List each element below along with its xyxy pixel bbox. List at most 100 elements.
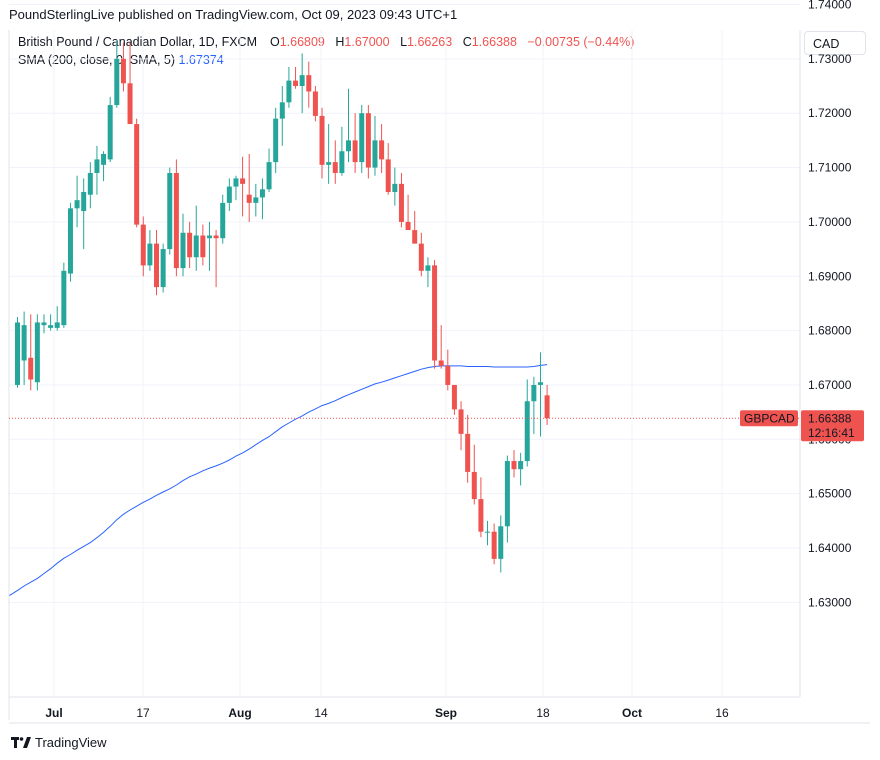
y-tick-label: 1.67000 [808,378,852,392]
candle-body [120,58,126,84]
candle-body [134,124,140,225]
candle-body [160,249,166,288]
low-value: 1.66263 [407,35,453,49]
candle-body [326,162,332,165]
candle-body [485,531,491,533]
candles [15,39,550,573]
candle-body [34,322,40,383]
candle-body [147,243,153,266]
candle-body [537,382,543,385]
high-value: 1.67000 [344,35,390,49]
candle-body [471,471,477,500]
candle-body [220,202,226,239]
candle-body [531,384,537,402]
candle-body [28,357,34,380]
candle-body [226,186,232,203]
x-tick-label: 14 [314,706,328,720]
y-tick-label: 1.70000 [808,215,852,229]
candle-body [140,224,146,266]
candle-body [187,232,193,258]
candle-body [286,80,292,103]
close-value: 1.66388 [471,35,517,49]
grid [9,4,800,697]
candle-body [107,105,113,160]
candle-body [94,159,100,173]
change-value: −0.00735 (−0.44%) [527,35,635,49]
price-tag: GBPCAD 1.66388 12:16:41 [740,410,864,442]
candle-body [445,365,451,385]
candle-body [193,235,199,258]
sma-label: SMA (200, close, 0, SMA, 5) [18,53,176,67]
open-label: O [269,35,280,49]
candle-body [312,91,318,116]
candle-body [478,499,484,532]
candle-body [379,140,385,160]
candle-body [87,172,93,195]
candle-body [352,140,358,163]
candle-body [432,265,438,361]
y-tick-label: 1.69000 [808,269,852,283]
y-tick-label: 1.71000 [808,161,852,175]
sma-value: 1.67374 [178,53,224,67]
candle-body [21,325,27,361]
candle-body [253,197,259,203]
candle-body [240,178,246,184]
price-tag-bg [801,410,864,442]
x-tick-label: Aug [228,706,251,720]
symbol-tag-bg [740,410,798,427]
candle-body [372,140,378,168]
candle-body [418,243,424,271]
candle-body [67,208,73,274]
x-tick-label: Jul [45,706,62,720]
candle-body [101,153,107,165]
y-tick-label: 1.63000 [808,595,852,609]
candle-body [61,270,67,326]
sma-legend[interactable]: SMA (200, close, 0, SMA, 5) 1.67374 [18,53,224,67]
tradingview-logo[interactable]: TradingView [11,735,107,750]
candle-body [544,395,550,419]
x-tick-label: 17 [136,706,150,720]
y-tick-label: 1.74000 [808,0,852,12]
candle-body [398,183,404,222]
currency-button[interactable]: CAD [804,31,866,55]
candle-body [458,409,464,434]
sma-polyline [8,364,548,597]
close-label: C [462,35,472,49]
candle-body [154,243,160,288]
price-tag-value: 1.66388 [808,412,852,426]
candle-body [74,200,80,209]
x-tick-label: Sep [435,706,457,720]
candle-body [279,102,285,119]
candle-body [524,401,530,462]
candle-body [48,325,54,328]
candle-body [405,221,411,231]
candle-body [15,322,20,385]
candle-body [518,461,524,470]
candle-body [167,172,173,250]
candle-body [339,151,345,173]
instrument-title[interactable]: British Pound / Canadian Dollar, 1D, FXC… [18,35,257,49]
y-tick-label: 1.68000 [808,324,852,338]
candle-body [359,113,365,163]
candle-body [332,162,338,173]
tradingview-logo-icon [11,736,31,748]
high-label: H [335,35,345,49]
candle-body [498,526,504,559]
candle-body [293,80,299,87]
candle-body [511,461,517,470]
candle-body [180,232,186,269]
y-tick-label: 1.65000 [808,487,852,501]
candle-body [213,235,219,239]
candle-body [504,461,510,527]
candle-body [465,433,471,472]
price-tag-countdown: 12:16:41 [808,426,855,440]
candle-body [200,235,206,258]
candle-body [127,83,133,125]
candle-body [299,75,305,87]
symbol-tag-text: GBPCAD [744,412,795,426]
open-value: 1.66809 [279,35,325,49]
candle-body [259,189,265,198]
x-tick-label: Oct [622,706,642,720]
sma-line [8,364,548,597]
